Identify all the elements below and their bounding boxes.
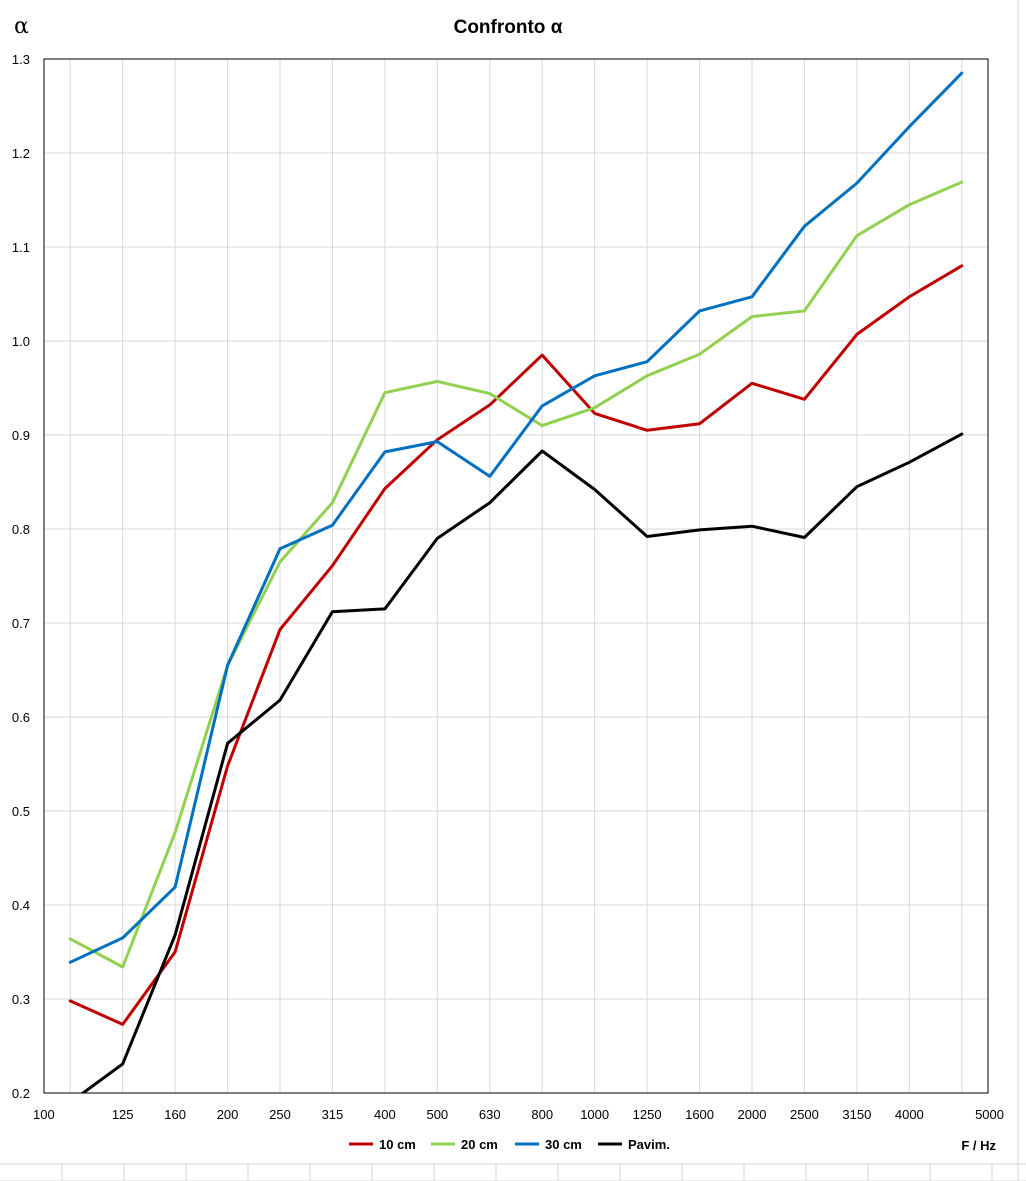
y-tick-label: 0.4 bbox=[12, 898, 30, 913]
series-line-10-cm bbox=[68, 264, 964, 1026]
y-tick-label: 1.1 bbox=[12, 240, 30, 255]
chart-title: Confronto α bbox=[454, 17, 563, 38]
x-axis-ticks: 100 125 160 200 250 315 400 500 630 800 1000 1250 16… bbox=[33, 1107, 1004, 1122]
y-tick-label: 0.6 bbox=[12, 710, 30, 725]
y-tick-label: 0.8 bbox=[12, 522, 30, 537]
y-tick-label: 0.3 bbox=[12, 992, 30, 1007]
x-tick-label: 250 bbox=[269, 1107, 291, 1122]
x-tick-label: 3150 bbox=[842, 1107, 871, 1122]
legend: 10 cm 20 cm 30 cm Pavim. bbox=[349, 1137, 670, 1152]
x-tick-label: 2500 bbox=[790, 1107, 819, 1122]
series-line-30-cm bbox=[68, 71, 964, 964]
x-tick-label: 800 bbox=[531, 1107, 553, 1122]
y-tick-label: 1.0 bbox=[12, 334, 30, 349]
y-tick-label: 0.9 bbox=[12, 428, 30, 443]
x-tick-label: 4000 bbox=[895, 1107, 924, 1122]
legend-label: 30 cm bbox=[545, 1137, 582, 1152]
legend-label: Pavim. bbox=[628, 1137, 670, 1152]
plot-area bbox=[44, 59, 988, 1093]
y-tick-label: 1.2 bbox=[12, 146, 30, 161]
y-axis-ticks: 0.2 0.3 0.4 0.5 0.6 0.7 0.8 0.9 1.0 1.1 1.2 1.3 bbox=[12, 52, 30, 1101]
plot-frame bbox=[43, 58, 989, 1094]
x-tick-label: 1250 bbox=[633, 1107, 662, 1122]
series-line-20-cm bbox=[68, 180, 964, 969]
x-axis-label: F / Hz bbox=[961, 1138, 996, 1153]
x-tick-label: 500 bbox=[426, 1107, 448, 1122]
x-tick-label: 400 bbox=[374, 1107, 396, 1122]
y-tick-label: 0.5 bbox=[12, 804, 30, 819]
y-tick-label: 0.2 bbox=[12, 1086, 30, 1101]
x-tick-label: 5000 bbox=[975, 1107, 1004, 1122]
x-tick-label: 200 bbox=[217, 1107, 239, 1122]
x-tick-label: 1000 bbox=[580, 1107, 609, 1122]
legend-label: 10 cm bbox=[379, 1137, 416, 1152]
gridlines bbox=[44, 58, 988, 1094]
y-axis-label: α bbox=[14, 14, 29, 39]
x-tick-label: 125 bbox=[112, 1107, 134, 1122]
x-tick-label: 1600 bbox=[685, 1107, 714, 1122]
x-tick-label: 100 bbox=[33, 1107, 55, 1122]
x-tick-label: 630 bbox=[479, 1107, 501, 1122]
y-tick-label: 1.3 bbox=[12, 52, 30, 67]
series-lines bbox=[68, 71, 964, 1093]
series-line-pavim bbox=[80, 432, 964, 1093]
legend-label: 20 cm bbox=[461, 1137, 498, 1152]
x-tick-label: 315 bbox=[322, 1107, 344, 1122]
x-tick-label: 2000 bbox=[738, 1107, 767, 1122]
y-tick-label: 0.7 bbox=[12, 616, 30, 631]
x-tick-label: 160 bbox=[164, 1107, 186, 1122]
